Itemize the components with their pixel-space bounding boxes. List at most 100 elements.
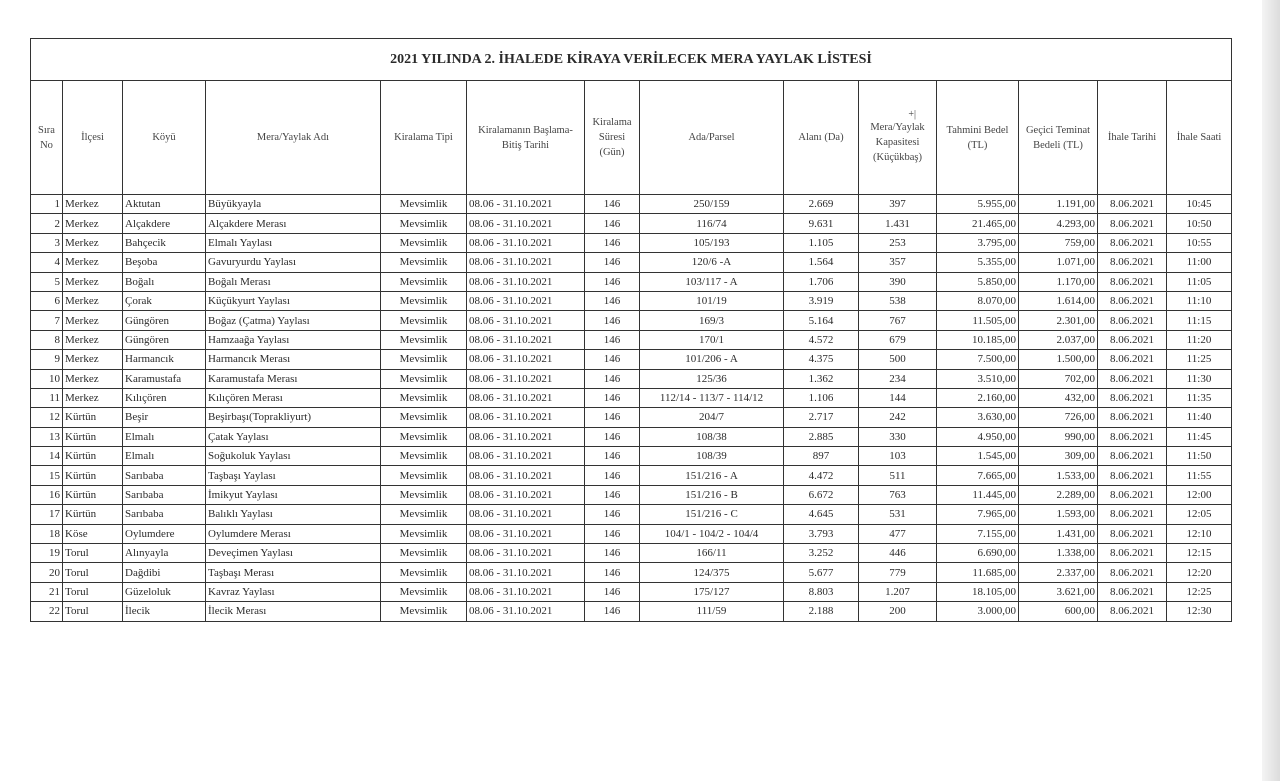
cell-ihale-tarihi: 8.06.2021 bbox=[1097, 504, 1167, 525]
cell-ihale-tarihi: 8.06.2021 bbox=[1097, 562, 1167, 583]
cell-ada-parsel: 204/7 bbox=[639, 407, 784, 428]
cell-tarih-araligi: 08.06 - 31.10.2021 bbox=[466, 484, 585, 506]
cell-ihale-tarihi: 8.06.2021 bbox=[1097, 387, 1167, 409]
cell-koyu: Sarıbaba bbox=[122, 484, 206, 506]
cell-koyu: Boğalı bbox=[122, 271, 206, 292]
cell-kiralama-tipi: Mevsimlik bbox=[380, 446, 467, 467]
cell-sure: 146 bbox=[584, 329, 640, 351]
cell-ihale-saati: 12:30 bbox=[1165, 601, 1233, 622]
cell-mera-adi: Büyükyayla bbox=[205, 193, 381, 215]
cell-mera-adi: Balıklı Yaylası bbox=[205, 504, 381, 525]
cell-kiralama-tipi: Mevsimlik bbox=[380, 349, 467, 370]
cell-teminat-bedeli: 1.593,00 bbox=[1018, 504, 1098, 525]
cell-kiralama-tipi: Mevsimlik bbox=[380, 523, 467, 545]
cell-tarih-araligi: 08.06 - 31.10.2021 bbox=[466, 271, 585, 292]
column-header-tahmini-bedel: Tahmini Bedel (TL) bbox=[936, 80, 1019, 195]
cell-ilcesi: Merkez bbox=[62, 310, 123, 331]
cell-ilcesi: Merkez bbox=[62, 252, 123, 273]
cell-kapasite: 779 bbox=[858, 562, 937, 583]
column-header-label: Geçici Teminat Bedeli (TL) bbox=[1025, 124, 1091, 151]
cell-teminat-bedeli: 1.338,00 bbox=[1018, 543, 1098, 564]
cell-sure: 146 bbox=[584, 232, 640, 254]
cell-sira-no: 6 bbox=[30, 290, 63, 312]
cell-ihale-tarihi: 8.06.2021 bbox=[1097, 213, 1167, 234]
cell-teminat-bedeli: 4.293,00 bbox=[1018, 213, 1098, 234]
cell-alan: 4.375 bbox=[783, 349, 859, 370]
cell-sure: 146 bbox=[584, 310, 640, 331]
cell-mera-adi: Taşbaşı Merası bbox=[205, 562, 381, 583]
cell-koyu: Güngören bbox=[122, 310, 206, 331]
cell-ihale-saati: 10:50 bbox=[1165, 213, 1233, 234]
cell-koyu: Çorak bbox=[122, 290, 206, 312]
cell-mera-adi: İmikyut Yaylası bbox=[205, 484, 381, 506]
cell-sira-no: 8 bbox=[30, 329, 63, 351]
cell-ada-parsel: 105/193 bbox=[639, 232, 784, 254]
cell-tarih-araligi: 08.06 - 31.10.2021 bbox=[466, 562, 585, 583]
cell-tahmini-bedel: 11.685,00 bbox=[936, 562, 1019, 583]
cell-ihale-tarihi: 8.06.2021 bbox=[1097, 601, 1167, 622]
cell-sira-no: 19 bbox=[30, 543, 63, 564]
cell-mera-adi: Kavraz Yaylası bbox=[205, 581, 381, 603]
cell-ihale-saati: 12:15 bbox=[1165, 543, 1233, 564]
cell-sira-no: 1 bbox=[30, 193, 63, 215]
cell-kapasite: 531 bbox=[858, 504, 937, 525]
cell-kiralama-tipi: Mevsimlik bbox=[380, 252, 467, 273]
cell-sure: 146 bbox=[584, 523, 640, 545]
cell-ihale-tarihi: 8.06.2021 bbox=[1097, 407, 1167, 428]
column-header-label: Ada/Parsel bbox=[688, 132, 735, 143]
cell-kiralama-tipi: Mevsimlik bbox=[380, 581, 467, 603]
cell-ada-parsel: 108/39 bbox=[639, 446, 784, 467]
cell-koyu: Sarıbaba bbox=[122, 504, 206, 525]
cell-sure: 146 bbox=[584, 193, 640, 215]
cell-alan: 1.706 bbox=[783, 271, 859, 292]
cell-mera-adi: Beşirbaşı(Toprakliyurt) bbox=[205, 407, 381, 428]
cell-ihale-tarihi: 8.06.2021 bbox=[1097, 446, 1167, 467]
table-row: 18 Köse Oylumdere Oylumdere Merası Mevsimlik… bbox=[30, 523, 1233, 545]
cell-sure: 146 bbox=[584, 446, 640, 467]
cell-kapasite: 446 bbox=[858, 543, 937, 564]
cell-mera-adi: Hamzaağa Yaylası bbox=[205, 329, 381, 351]
cell-kiralama-tipi: Mevsimlik bbox=[380, 504, 467, 525]
cell-mera-adi: Soğukoluk Yaylası bbox=[205, 446, 381, 467]
cell-alan: 3.793 bbox=[783, 523, 859, 545]
cell-kiralama-tipi: Mevsimlik bbox=[380, 271, 467, 292]
cell-ihale-tarihi: 8.06.2021 bbox=[1097, 523, 1167, 545]
cell-tahmini-bedel: 7.155,00 bbox=[936, 523, 1019, 545]
cell-kapasite: 242 bbox=[858, 407, 937, 428]
cell-sure: 146 bbox=[584, 252, 640, 273]
table-row: 21 Torul Güzeloluk Kavraz Yaylası Mevsimlik 0… bbox=[30, 581, 1233, 603]
cell-tarih-araligi: 08.06 - 31.10.2021 bbox=[466, 601, 585, 622]
cell-ilcesi: Merkez bbox=[62, 271, 123, 292]
cell-kapasite: 200 bbox=[858, 601, 937, 622]
cell-ihale-saati: 11:45 bbox=[1165, 426, 1233, 448]
page-edge bbox=[1262, 0, 1280, 781]
cell-ilcesi: Kürtün bbox=[62, 465, 123, 486]
column-header-alan: Alanı (Da) bbox=[783, 80, 859, 195]
cell-ihale-tarihi: 8.06.2021 bbox=[1097, 543, 1167, 564]
cell-sira-no: 7 bbox=[30, 310, 63, 331]
cell-alan: 4.572 bbox=[783, 329, 859, 351]
table-row: 17 Kürtün Sarıbaba Balıklı Yaylası Mevsimlik… bbox=[30, 504, 1233, 525]
cell-tahmini-bedel: 6.690,00 bbox=[936, 543, 1019, 564]
cell-kapasite: 500 bbox=[858, 349, 937, 370]
cell-kapasite: 234 bbox=[858, 368, 937, 389]
cell-koyu: Dağdibi bbox=[122, 562, 206, 583]
cell-ihale-tarihi: 8.06.2021 bbox=[1097, 484, 1167, 506]
document-title: 2021 YILINDA 2. İHALEDE KİRAYA VERİLECEK… bbox=[29, 38, 1233, 81]
cell-ilcesi: Merkez bbox=[62, 290, 123, 312]
column-header-label: İhale Tarihi bbox=[1107, 132, 1157, 143]
cell-sure: 146 bbox=[584, 368, 640, 389]
cell-ilcesi: Kürtün bbox=[62, 407, 123, 428]
cell-tahmini-bedel: 3.000,00 bbox=[936, 601, 1019, 622]
cell-ilcesi: Merkez bbox=[62, 387, 123, 409]
cell-ilcesi: Kürtün bbox=[62, 426, 123, 448]
cell-kapasite: 253 bbox=[858, 232, 937, 254]
cell-ihale-saati: 11:35 bbox=[1165, 387, 1233, 409]
cell-sure: 146 bbox=[584, 387, 640, 409]
cell-alan: 2.188 bbox=[783, 601, 859, 622]
cell-ihale-saati: 11:25 bbox=[1165, 349, 1233, 370]
cell-teminat-bedeli: 1.071,00 bbox=[1018, 252, 1098, 273]
table-row: 13 Kürtün Elmalı Çatak Yaylası Mevsimlik 08.0… bbox=[30, 426, 1233, 448]
cell-tahmini-bedel: 3.510,00 bbox=[936, 368, 1019, 389]
column-header-kapasite: +| Mera/Yaylak Kapasitesi (Küçükbaş) bbox=[858, 80, 937, 195]
